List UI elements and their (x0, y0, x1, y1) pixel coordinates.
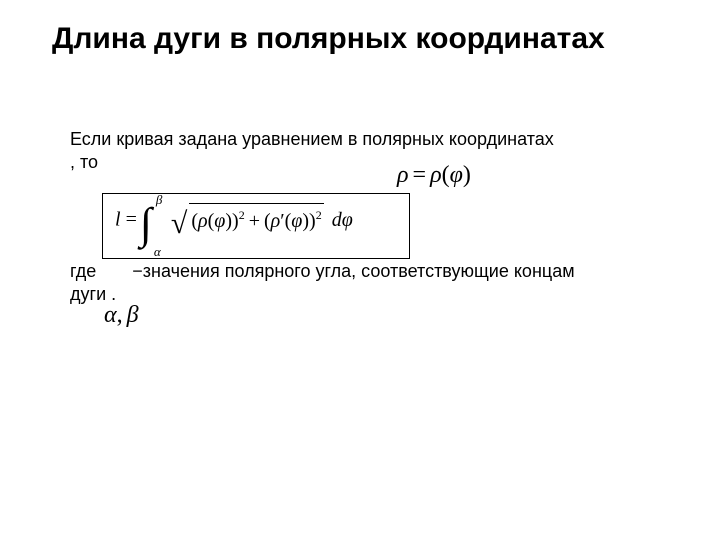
comma: , (117, 302, 127, 328)
where-word: где (70, 261, 96, 281)
sqrt: √ (ρ(φ))2+(ρ′(φ))2 (171, 203, 324, 239)
term1-sq: 2 (239, 208, 245, 222)
term1-arg: φ (214, 210, 225, 232)
body-text: Если кривая задана уравнением в полярных… (70, 128, 630, 173)
close-paren: ) (463, 162, 471, 188)
term2-arg: φ (291, 210, 302, 232)
integral-upper: β (156, 192, 162, 208)
where-line-2: дуги . (70, 283, 650, 306)
beta: β (127, 302, 139, 328)
term2-fn: ρ (271, 210, 281, 232)
integral-sign: ∫ (140, 204, 152, 244)
d-phi: dφ (329, 209, 353, 231)
body-line-2: , то (70, 151, 630, 174)
main-formula: l = β ∫ α √ (ρ(φ))2+(ρ′(φ))2 dφ (115, 190, 353, 252)
where-text: где−значения полярного угла, соответству… (70, 260, 650, 305)
alpha: α (104, 302, 117, 328)
equals-sign: = (126, 209, 137, 231)
sqrt-body: (ρ(φ))2+(ρ′(φ))2 (189, 203, 323, 233)
var-l: l (115, 209, 121, 231)
body-line-1: Если кривая задана уравнением в полярных… (70, 128, 630, 151)
term1-fn: ρ (198, 210, 208, 232)
where-line-1: где−значения полярного угла, соответству… (70, 260, 650, 283)
sqrt-sign: √ (171, 209, 187, 239)
equation-rho: ρ=ρ(φ) (397, 162, 471, 189)
plus-sign: + (245, 210, 264, 232)
integral-lower: α (154, 244, 161, 260)
rho-rhs-fn: ρ (430, 162, 442, 188)
slide: Длина дуги в полярных координатах Если к… (0, 0, 720, 540)
where-rest: −значения полярного угла, соответствующи… (96, 261, 574, 281)
alpha-beta: α,β (104, 302, 139, 329)
equals-sign: = (409, 162, 431, 188)
rho-lhs: ρ (397, 162, 409, 188)
open-paren: ( (442, 162, 450, 188)
slide-title: Длина дуги в полярных координатах (52, 22, 612, 57)
integral: β ∫ α (142, 190, 164, 252)
term2-sq: 2 (316, 208, 322, 222)
rho-rhs-arg: φ (450, 162, 463, 188)
